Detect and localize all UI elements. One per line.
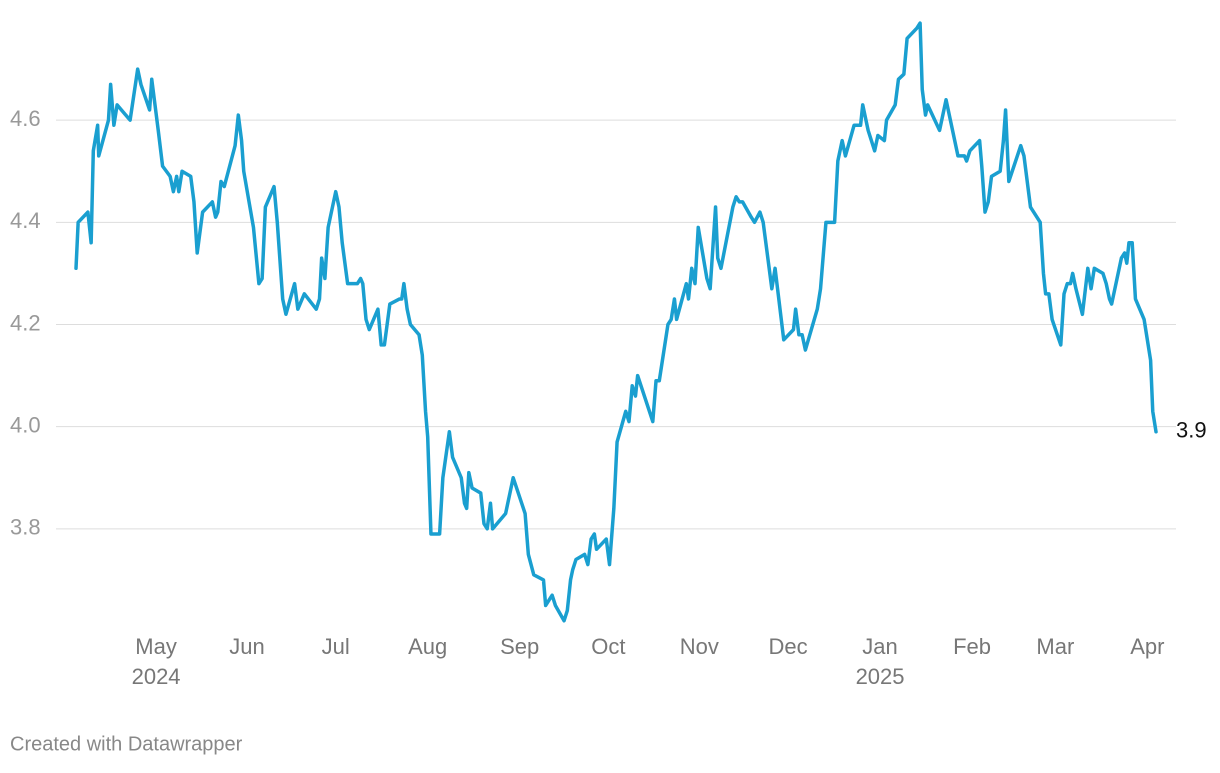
x-tick-label: Aug: [408, 634, 447, 659]
x-tick-label: Jan: [862, 634, 897, 659]
x-year-label: 2024: [132, 664, 181, 689]
y-tick-label: 4.6: [10, 106, 41, 131]
x-tick-label: Dec: [769, 634, 808, 659]
x-tick-label: Sep: [500, 634, 539, 659]
x-tick-label: Mar: [1036, 634, 1074, 659]
x-tick-label: Apr: [1130, 634, 1164, 659]
x-tick-label: Nov: [680, 634, 719, 659]
x-tick-label: May: [135, 634, 177, 659]
data-line: [74, 21, 1158, 623]
y-tick-label: 3.8: [10, 515, 41, 540]
x-year-label: 2025: [856, 664, 905, 689]
y-tick-label: 4.2: [10, 310, 41, 335]
x-tick-label: Oct: [591, 634, 625, 659]
x-tick-label: Jun: [229, 634, 264, 659]
end-value-label: 3.9: [1176, 418, 1207, 443]
credit: Created with Datawrapper: [10, 733, 243, 755]
x-tick-label: Feb: [953, 634, 991, 659]
x-tick-label: Jul: [322, 634, 350, 659]
y-tick-label: 4.0: [10, 412, 41, 437]
y-tick-label: 4.4: [10, 208, 41, 233]
